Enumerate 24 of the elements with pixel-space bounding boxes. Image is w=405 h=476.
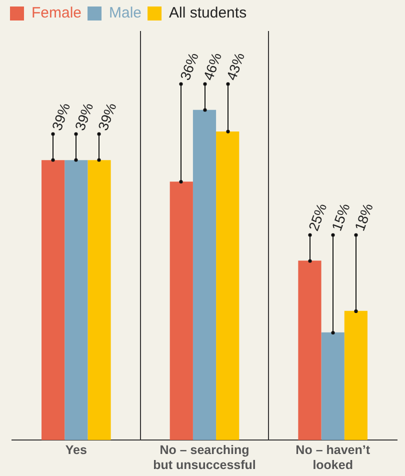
legend-label: Female [32,4,82,22]
legend-label: All students [169,4,247,22]
bar [298,260,322,440]
x-tick-label: Yes [65,442,87,457]
data-label: 15% [328,201,353,233]
bar [216,131,240,440]
data-label: 18% [351,201,376,233]
x-tick-label: No – haven’t looked [296,442,371,472]
legend-label: Male [109,4,142,22]
data-label: 39% [94,100,120,133]
data-label: 39% [72,100,96,133]
data-label: 46% [200,50,225,82]
data-label: 36% [176,50,202,82]
bar [88,160,111,440]
bar [64,160,88,440]
bar [170,182,193,440]
bar [321,332,344,440]
data-label: 43% [223,50,248,82]
data-label: 39% [48,100,74,133]
x-tick-label: No – searching but unsuccessful [153,442,256,472]
bar [42,160,65,440]
bar [192,110,216,440]
data-label: 25% [305,201,330,233]
bar [344,310,368,440]
